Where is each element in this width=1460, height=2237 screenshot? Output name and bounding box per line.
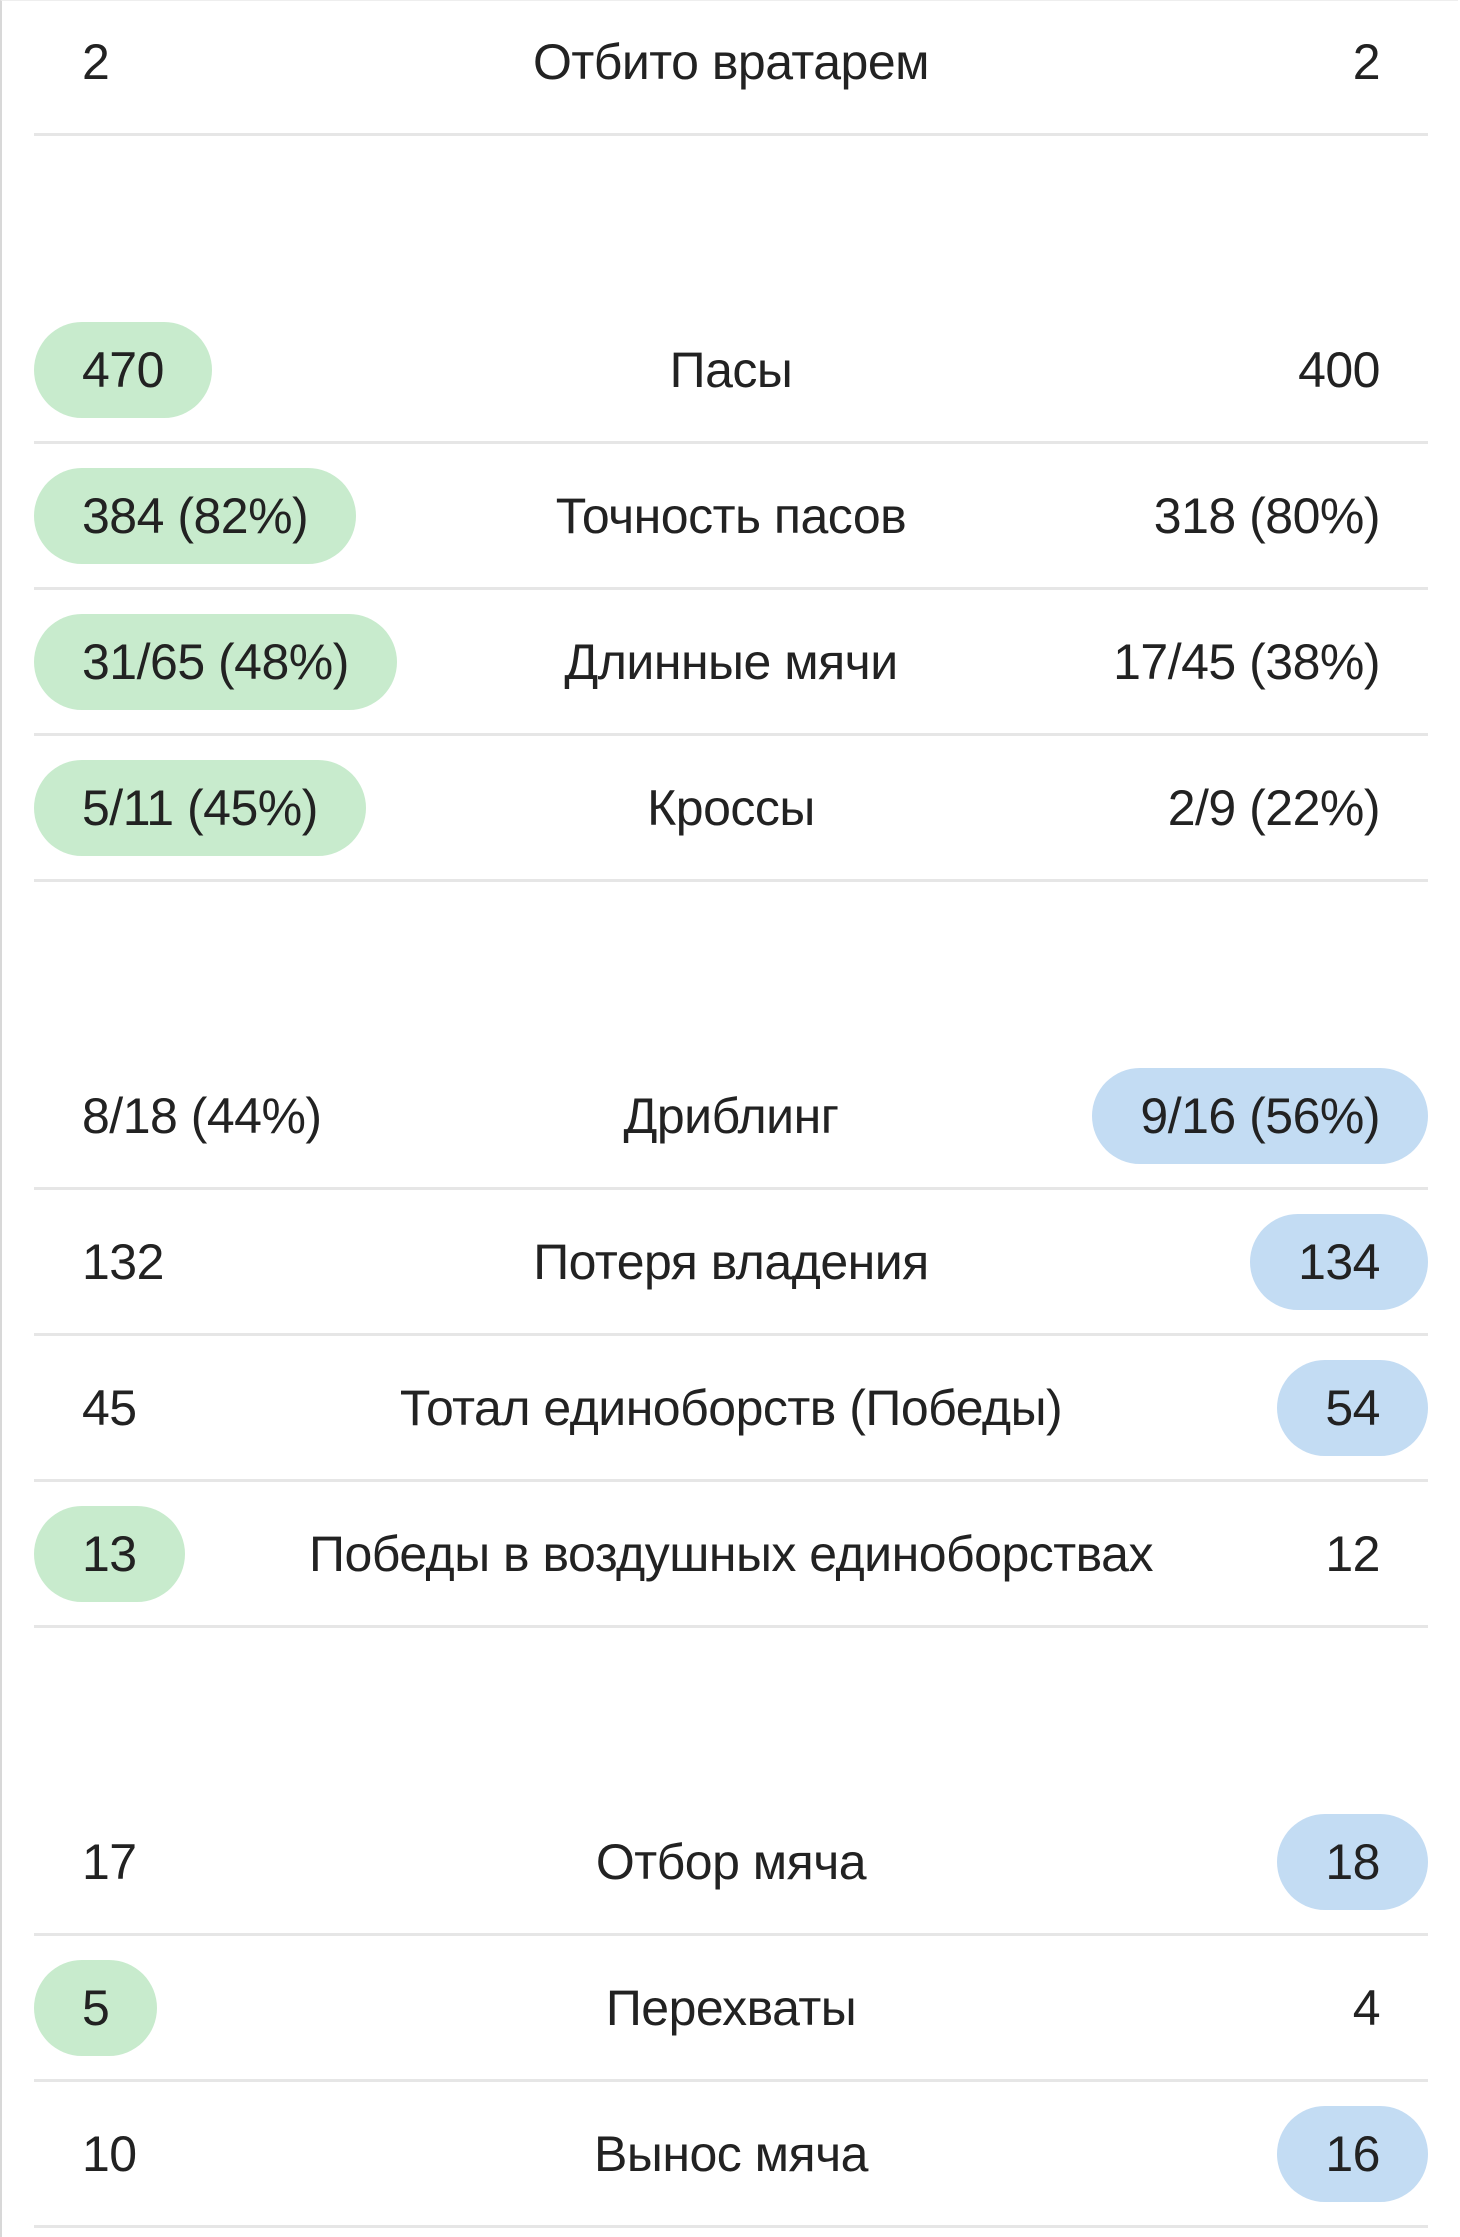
away-value: 134 [1250, 1213, 1428, 1310]
stat-label: Вынос мяча [594, 2125, 868, 2182]
away-value: 12 [1325, 1525, 1380, 1582]
away-value: 318 (80%) [1153, 487, 1381, 544]
home-value: 5 [34, 1959, 158, 2056]
home-value: 31/65 (48%) [34, 613, 397, 710]
stats-group-duels: 8/18 (44%) Дриблинг 9/16 (56%) 132 Потеря вл… [34, 1044, 1428, 1628]
stat-label: Длинные мячи [564, 633, 898, 690]
away-value: 18 [1277, 1813, 1428, 1910]
stats-group-defending: 17 Отбор мяча 18 5 Перехваты 4 10 Вынос мяча 16 [34, 1790, 1428, 2228]
away-value: 16 [1277, 2105, 1428, 2202]
stat-label: Потеря владения [533, 1233, 929, 1290]
away-value: 54 [1277, 1359, 1428, 1456]
stat-label: Дриблинг [623, 1087, 839, 1144]
stat-row: 384 (82%) Точность пасов 318 (80%) [34, 444, 1428, 590]
stats-group-goalkeeping: 2 Отбито вратарем 2 [34, 0, 1428, 136]
away-value: 17/45 (38%) [1113, 633, 1380, 690]
home-value: 5/11 (45%) [34, 759, 366, 856]
away-value: 2 [1352, 33, 1381, 90]
stat-row: 2 Отбито вратарем 2 [34, 0, 1428, 136]
stat-row: 31/65 (48%) Длинные мячи 17/45 (38%) [34, 590, 1428, 736]
home-value: 2 [82, 33, 110, 90]
away-value: 400 [1298, 341, 1380, 398]
home-value: 8/18 (44%) [82, 1087, 322, 1144]
stat-row: 132 Потеря владения 134 [34, 1190, 1428, 1336]
home-value: 132 [82, 1233, 164, 1290]
stat-row: 5/11 (45%) Кроссы 2/9 (22%) [34, 736, 1428, 882]
home-value: 17 [82, 1833, 137, 1890]
stat-row: 8/18 (44%) Дриблинг 9/16 (56%) [34, 1044, 1428, 1190]
stat-row: 5 Перехваты 4 [34, 1936, 1428, 2082]
away-value: 2/9 (22%) [1167, 779, 1381, 836]
stat-row: 13 Победы в воздушных единоборствах 12 [34, 1482, 1428, 1628]
stat-row: 17 Отбор мяча 18 [34, 1790, 1428, 1936]
stat-row: 470 Пасы 400 [34, 298, 1428, 444]
stat-label: Победы в воздушных единоборствах [309, 1525, 1154, 1582]
stats-group-passing: 470 Пасы 400 384 (82%) Точность пасов 318 (80… [34, 298, 1428, 882]
away-value: 9/16 (56%) [1092, 1067, 1428, 1164]
home-value: 470 [34, 321, 212, 418]
stat-row: 10 Вынос мяча 16 [34, 2082, 1428, 2228]
stat-label: Точность пасов [555, 487, 907, 544]
stat-label: Перехваты [605, 1979, 857, 2036]
home-value: 384 (82%) [34, 467, 357, 564]
stat-label: Отбито вратарем [532, 33, 930, 90]
home-value: 13 [34, 1505, 185, 1602]
stat-row: 45 Тотал единоборств (Победы) 54 [34, 1336, 1428, 1482]
away-value: 4 [1352, 1979, 1381, 2036]
home-value: 10 [82, 2125, 137, 2182]
stat-label: Пасы [669, 341, 793, 398]
home-value: 45 [82, 1379, 137, 1436]
stat-label: Тотал единоборств (Победы) [399, 1379, 1063, 1436]
stat-label: Кроссы [647, 779, 815, 836]
stat-label: Отбор мяча [595, 1833, 867, 1890]
